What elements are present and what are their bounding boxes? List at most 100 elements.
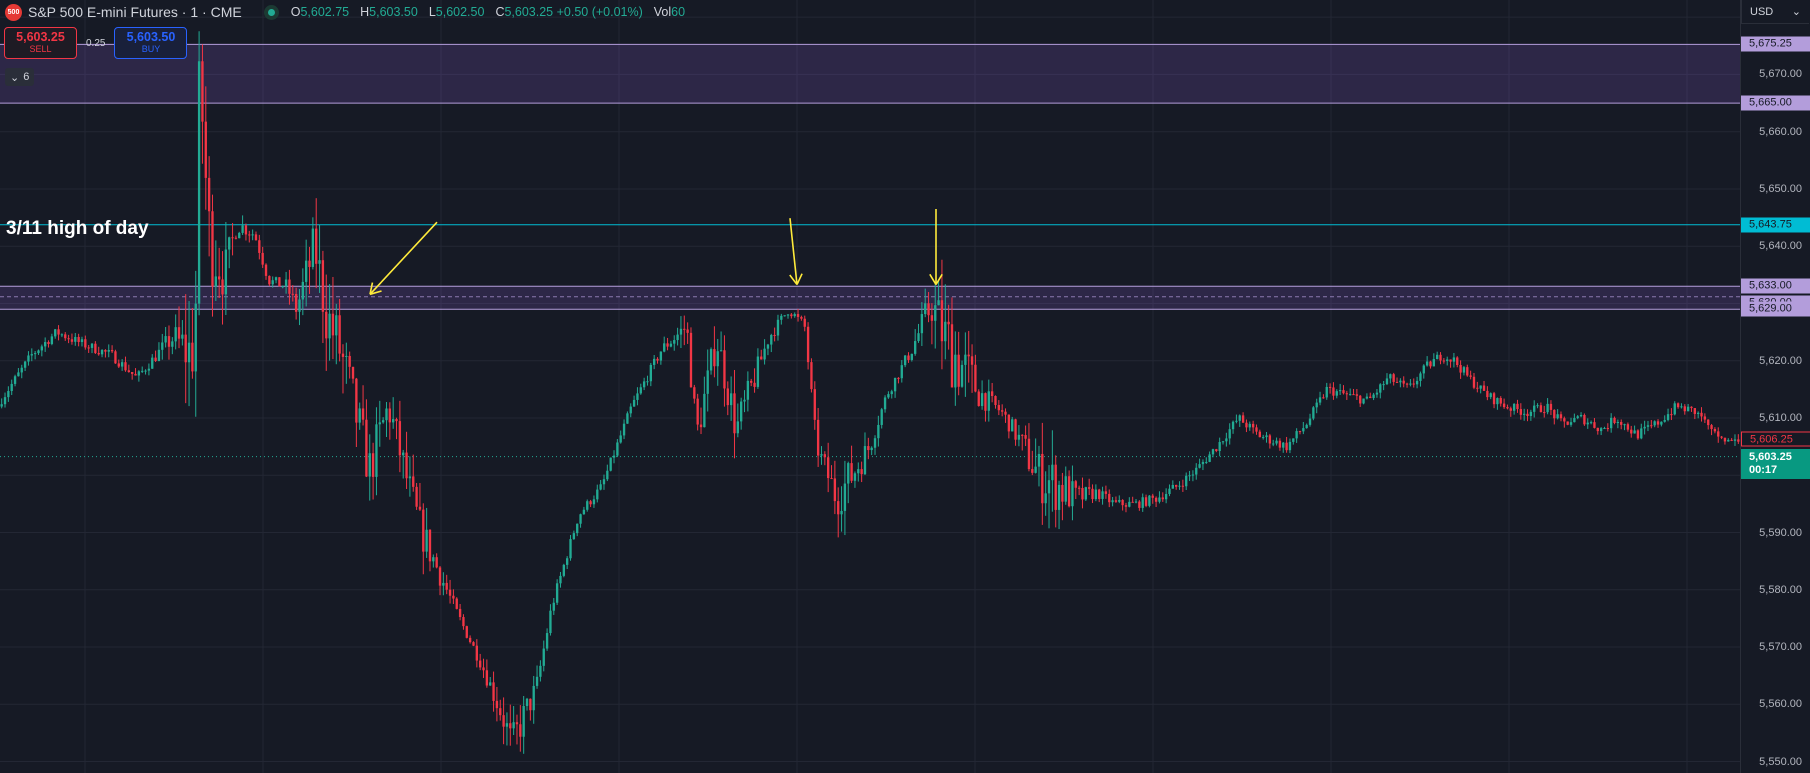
candle-body: [743, 399, 746, 402]
candle-body: [562, 564, 565, 576]
candle-body: [609, 457, 612, 471]
candle-body: [1727, 439, 1730, 442]
supply-zone-bottom-tag[interactable]: 5,665.00: [1741, 95, 1810, 111]
candle-body: [1690, 406, 1693, 409]
candle-body: [241, 225, 244, 233]
candle-body: [883, 397, 887, 410]
price-axis[interactable]: 5,680.005,670.005,660.005,650.005,640.00…: [1740, 0, 1810, 773]
candlestick-chart[interactable]: [0, 0, 1740, 773]
candle-body: [549, 610, 552, 634]
candle-body: [1382, 384, 1385, 386]
candle-body: [499, 708, 502, 716]
candle-body: [1432, 359, 1435, 367]
candle-body: [1198, 464, 1201, 468]
resistance-price-tag[interactable]: 5,643.75: [1741, 217, 1810, 233]
candle-body: [445, 582, 448, 590]
candle-body: [1620, 422, 1623, 425]
previous-price-tag[interactable]: 5,606.25: [1741, 431, 1810, 447]
candle-body: [679, 328, 683, 335]
candle-body: [1355, 394, 1359, 396]
candle-body: [1616, 422, 1620, 424]
candle-body: [833, 478, 837, 502]
candle-body: [1730, 439, 1733, 441]
candle-body: [763, 348, 766, 360]
candle-body: [13, 376, 17, 384]
demand-zone-bottom-tag[interactable]: 5,629.00: [1741, 301, 1810, 317]
candle-body: [1151, 495, 1154, 498]
candle-body: [1195, 467, 1198, 475]
candle-body: [960, 364, 964, 387]
candle-body: [1054, 464, 1057, 510]
candle-body: [321, 260, 325, 312]
candle-body: [1569, 422, 1573, 425]
candle-body: [448, 589, 452, 596]
currency-dropdown[interactable]: USD ⌄: [1741, 0, 1809, 24]
price-tick-label: 5,640.00: [1759, 240, 1802, 253]
candle-body: [1553, 409, 1556, 419]
price-tick-label: 5,620.00: [1759, 354, 1802, 367]
trade-panel: 5,603.25 SELL 0.25 5,603.50 BUY: [4, 27, 188, 59]
buy-button[interactable]: 5,603.50 BUY: [114, 27, 188, 59]
candle-body: [338, 315, 341, 354]
candle-body: [104, 350, 107, 352]
candle-body: [1171, 484, 1174, 489]
symbol-logo[interactable]: 500: [5, 3, 22, 21]
sell-button[interactable]: 5,603.25 SELL: [4, 27, 77, 59]
high-of-day-annotation[interactable]: 3/11 high of day: [6, 218, 149, 239]
candle-body: [1559, 414, 1563, 419]
candle-body: [1496, 398, 1499, 405]
candle-body: [753, 382, 756, 387]
supply-zone-top-tag[interactable]: 5,675.25: [1741, 36, 1810, 52]
candle-body: [44, 342, 47, 347]
candle-body: [141, 370, 144, 372]
candle-body: [796, 314, 800, 317]
candle-body: [428, 529, 432, 562]
candle-body: [114, 351, 117, 364]
candle-body: [870, 447, 873, 451]
candle-body: [1077, 487, 1081, 489]
candle-body: [1067, 476, 1071, 507]
candle-body: [1104, 491, 1108, 494]
candle-body: [274, 277, 278, 281]
candle-body: [1245, 422, 1248, 428]
candle-body: [1720, 436, 1723, 438]
candle-body: [422, 509, 425, 552]
candle-body: [1131, 501, 1134, 503]
candle-body: [17, 372, 20, 377]
candle-body: [87, 347, 90, 349]
candle-body: [813, 389, 816, 420]
candle-body: [1312, 407, 1315, 419]
market-status-icon[interactable]: [263, 4, 279, 20]
candle-body: [1372, 394, 1375, 399]
candle-body: [1001, 410, 1004, 412]
candle-body: [1439, 354, 1442, 361]
candle-body: [790, 314, 793, 317]
candle-body: [552, 602, 555, 611]
candle-body: [726, 388, 729, 406]
candle-body: [656, 358, 659, 361]
candle-body: [318, 260, 321, 264]
candle-body: [341, 353, 345, 357]
candle-body: [830, 478, 833, 480]
candle-body: [167, 336, 171, 347]
symbol-title[interactable]: S&P 500 E-mini Futures · 1 · CME: [28, 4, 242, 20]
price-tick-label: 5,650.00: [1759, 182, 1802, 195]
candle-body: [1676, 403, 1680, 408]
candle-body: [1175, 484, 1178, 487]
candle-body: [57, 329, 60, 335]
candle-body: [1610, 417, 1613, 429]
indicators-collapse-button[interactable]: ⌄ 6: [5, 68, 35, 86]
candle-body: [786, 314, 790, 316]
demand-zone-top-tag[interactable]: 5,633.00: [1741, 278, 1810, 294]
candle-body: [1529, 411, 1533, 417]
candle-body: [1703, 416, 1707, 420]
last-price-tag[interactable]: 5,603.25 00:17: [1741, 448, 1810, 479]
candle-body: [1332, 387, 1335, 396]
candle-body: [1369, 396, 1372, 399]
candle-body: [251, 234, 254, 236]
candle-body: [559, 575, 562, 584]
candle-body: [729, 393, 733, 406]
chart-pane[interactable]: [0, 0, 1740, 773]
candle-body: [27, 355, 30, 362]
candle-body: [191, 342, 194, 372]
